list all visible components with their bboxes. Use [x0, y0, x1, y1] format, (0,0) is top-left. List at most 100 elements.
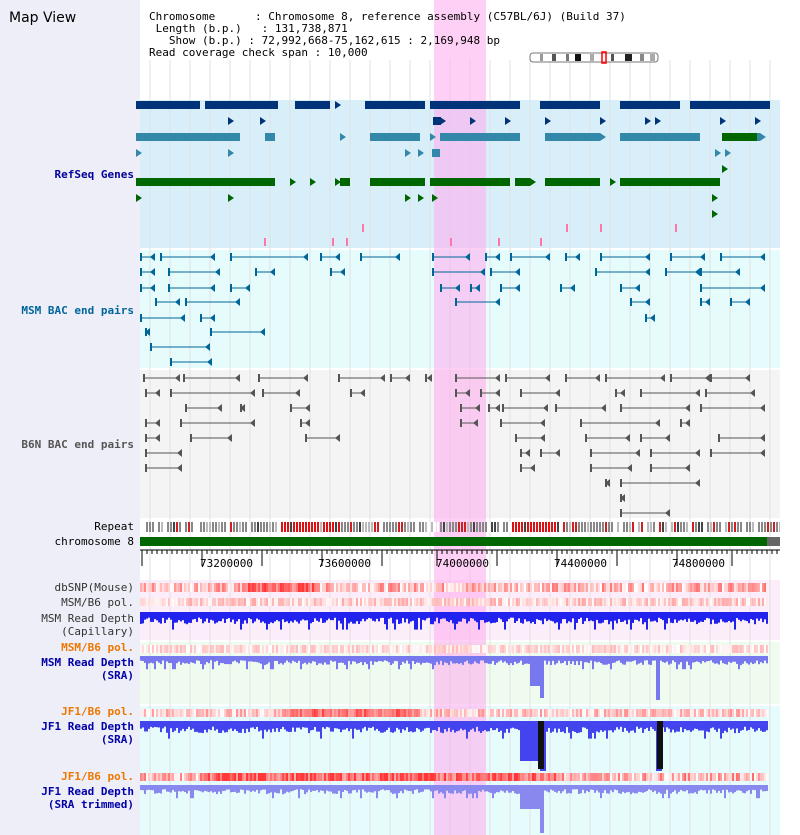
heat-cell — [458, 598, 460, 606]
depth-bar — [248, 785, 250, 791]
depth-bar — [700, 656, 702, 664]
depth-bar — [634, 656, 636, 661]
heat-cell — [454, 709, 456, 717]
depth-bar — [388, 612, 390, 619]
heat-cell — [540, 598, 542, 606]
refseq-track-label[interactable]: RefSeq Genes — [54, 168, 134, 181]
jf1-b6-pol-label-1[interactable]: JF1/B6 pol. — [61, 705, 134, 718]
heat-cell — [340, 598, 342, 606]
b6n-bac-track-label[interactable]: B6N BAC end pairs — [21, 438, 134, 451]
heat-cell — [294, 773, 296, 781]
depth-bar — [740, 785, 742, 791]
repeat-element — [200, 522, 202, 532]
jf1-depth-sra-label[interactable]: JF1 Read Depth (SRA) — [41, 720, 134, 746]
depth-bar — [436, 612, 438, 618]
heat-cell — [414, 645, 416, 653]
repeat-element — [566, 522, 568, 532]
depth-bar — [678, 612, 680, 621]
heat-cell — [376, 583, 378, 592]
heat-cell — [532, 583, 534, 592]
depth-bar — [522, 785, 524, 809]
depth-bar — [360, 656, 362, 663]
heat-cell — [428, 709, 430, 717]
depth-bar — [196, 656, 198, 661]
gene-arrow — [300, 101, 306, 109]
heat-cell — [404, 773, 406, 781]
depth-bar — [656, 656, 658, 700]
gene-arrow — [228, 194, 234, 202]
depth-bar — [532, 785, 534, 809]
depth-bar — [224, 785, 226, 791]
depth-bar — [714, 656, 716, 664]
heat-cell — [340, 709, 342, 717]
heat-cell — [760, 645, 762, 653]
heat-cell — [710, 645, 712, 653]
depth-bar — [524, 612, 526, 620]
heat-cell — [626, 645, 628, 653]
heat-cell — [368, 645, 370, 653]
heat-cell — [442, 709, 444, 717]
depth-bar — [636, 785, 638, 794]
bac-end-arrow — [515, 284, 520, 292]
depth-bar — [446, 612, 448, 622]
depth-bar — [308, 721, 310, 734]
heat-cell — [158, 773, 160, 781]
depth-bar — [248, 612, 250, 619]
jf1-depth-trimmed-label[interactable]: JF1 Read Depth (SRA trimmed) — [41, 785, 134, 811]
bac-end — [640, 389, 642, 397]
msm-b6-pol-label-1[interactable]: MSM/B6 pol. — [61, 596, 134, 609]
depth-bar — [300, 721, 302, 730]
heat-cell — [544, 583, 546, 592]
heat-cell — [272, 773, 274, 781]
depth-bar — [382, 612, 384, 618]
depth-bar — [742, 721, 744, 730]
depth-bar — [300, 785, 302, 790]
depth-bar — [260, 721, 262, 731]
msm-depth-capillary-label[interactable]: MSM Read Depth (Capillary) — [41, 612, 134, 638]
depth-bar — [450, 656, 452, 662]
depth-bar — [146, 721, 148, 732]
repeat-element — [572, 522, 574, 532]
heat-cell — [314, 645, 316, 653]
depth-bar — [756, 721, 758, 731]
depth-bar — [616, 656, 618, 662]
heat-cell — [364, 645, 366, 653]
depth-bar — [278, 721, 280, 732]
depth-bar — [250, 612, 252, 620]
msm-depth-sra-label[interactable]: MSM Read Depth (SRA) — [41, 656, 134, 682]
depth-bar — [448, 656, 450, 665]
dbsnp-track-label[interactable]: dbSNP(Mouse) — [54, 581, 134, 594]
depth-bar — [354, 656, 356, 662]
heat-cell — [194, 773, 196, 781]
repeat-element — [449, 522, 451, 532]
heat-cell — [540, 583, 542, 592]
depth-bar — [436, 721, 438, 732]
heat-cell — [408, 645, 410, 653]
msm-bac-track-label[interactable]: MSM BAC end pairs — [21, 304, 134, 317]
gene-arrow — [580, 133, 586, 141]
depth-bar — [524, 721, 526, 761]
heat-cell — [418, 773, 420, 781]
heat-cell — [466, 598, 468, 606]
bac-end — [515, 434, 517, 442]
depth-bar — [392, 785, 394, 794]
depth-bar — [438, 612, 440, 624]
heat-cell — [526, 583, 528, 592]
heat-cell — [244, 709, 246, 717]
heat-cell — [602, 583, 604, 592]
repeat-element — [584, 522, 586, 532]
heat-cell — [738, 773, 740, 781]
heat-cell — [488, 645, 490, 653]
heat-cell — [182, 583, 184, 592]
heat-cell — [222, 598, 224, 606]
msm-b6-pol-label-2[interactable]: MSM/B6 pol. — [61, 641, 134, 654]
depth-bar — [258, 612, 260, 620]
depth-bar — [618, 656, 620, 661]
depth-bar — [260, 785, 262, 791]
heat-cell — [688, 583, 690, 592]
depth-bar — [436, 785, 438, 791]
depth-bar — [368, 612, 370, 618]
depth-bar — [672, 721, 674, 730]
jf1-b6-pol-label-2[interactable]: JF1/B6 pol. — [61, 770, 134, 783]
depth-bar — [760, 612, 762, 619]
